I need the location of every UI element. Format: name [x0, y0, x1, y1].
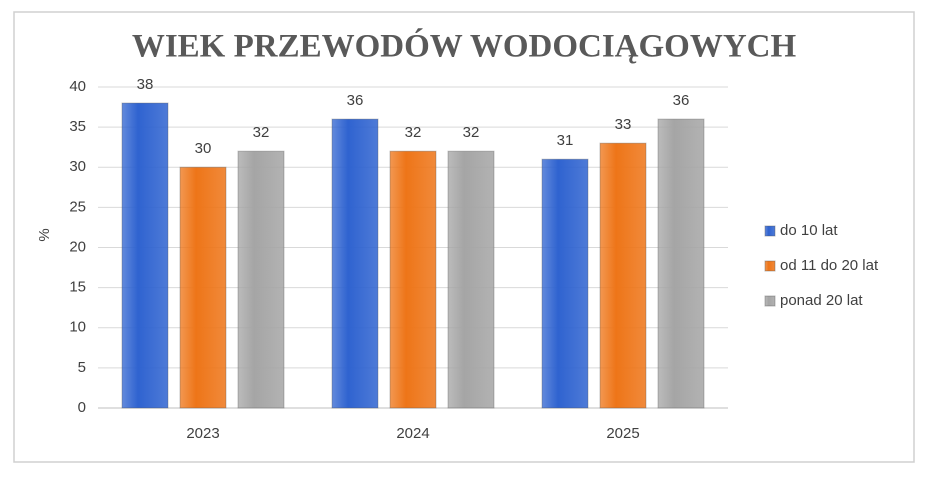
data-label: 32 — [463, 124, 480, 141]
y-tick-label: 10 — [69, 319, 86, 336]
legend-label: do 10 lat — [780, 222, 838, 239]
y-tick-label: 25 — [69, 198, 86, 215]
bar — [389, 150, 437, 409]
data-label: 38 — [137, 76, 154, 93]
data-label: 32 — [405, 124, 422, 141]
x-tick-label: 2024 — [396, 425, 429, 442]
legend-label: ponad 20 lat — [780, 292, 863, 309]
data-label: 30 — [195, 140, 212, 157]
bar — [447, 150, 495, 409]
y-tick-label: 40 — [69, 78, 86, 95]
legend-swatch — [764, 295, 776, 307]
data-label: 36 — [673, 92, 690, 109]
bar — [237, 150, 285, 409]
x-tick-label: 2025 — [606, 425, 639, 442]
legend-label: od 11 do 20 lat — [780, 257, 879, 274]
y-tick-label: 35 — [69, 118, 86, 135]
bar — [179, 166, 227, 409]
bar — [331, 118, 379, 409]
bar — [599, 142, 647, 409]
y-tick-label: 20 — [69, 238, 86, 255]
x-tick-label: 2023 — [186, 425, 219, 442]
legend-swatch — [764, 260, 776, 272]
y-tick-label: 30 — [69, 158, 86, 175]
y-tick-label: 5 — [78, 359, 86, 376]
data-label: 33 — [615, 116, 632, 133]
data-label: 36 — [347, 92, 364, 109]
y-axis-label: % — [36, 228, 53, 241]
y-tick-label: 0 — [78, 399, 86, 416]
data-label: 32 — [253, 124, 270, 141]
bar — [121, 102, 169, 409]
legend-swatch — [764, 225, 776, 237]
chart-title: WIEK PRZEWODÓW WODOCIĄGOWYCH — [132, 27, 797, 65]
bar — [657, 118, 705, 409]
y-tick-label: 15 — [69, 279, 86, 296]
data-label: 31 — [557, 132, 574, 149]
bar — [541, 158, 589, 409]
